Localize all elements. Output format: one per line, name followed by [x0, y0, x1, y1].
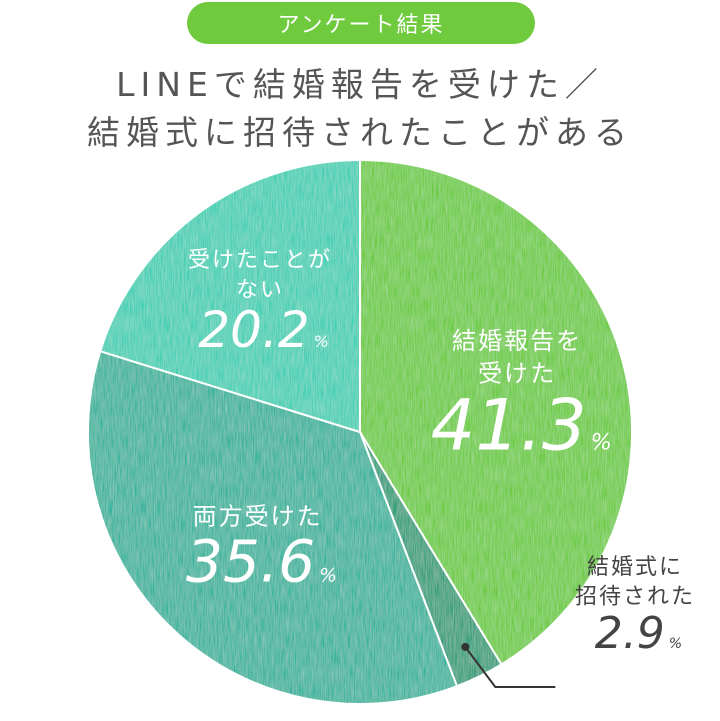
slice-unit-2: % — [319, 566, 337, 587]
pie-slice-3 — [99, 158, 361, 434]
slice-label-3-line-0: 受けたことが — [188, 248, 332, 273]
slice-label-2-line-0: 両方受けた — [193, 502, 323, 530]
slice-label-1-line-1: 招待された — [575, 585, 695, 610]
callout-leader-line — [464, 646, 556, 688]
slice-label-1-line-0: 結婚式に — [587, 555, 683, 580]
slice-value-3: 20.2 — [198, 301, 309, 359]
pie-slice-0 — [359, 158, 633, 666]
slice-value-2: 35.6 — [186, 528, 315, 596]
slice-unit-0: % — [591, 430, 612, 456]
slice-unit-1: % — [669, 636, 682, 652]
slice-label-0-line-1: 受けた — [478, 359, 556, 387]
survey-results-badge: アンケート結果 — [187, 2, 535, 44]
chart-title-line-2: 結婚式に招待されたことがある — [87, 113, 633, 152]
slice-value-0: 41.3 — [431, 385, 587, 467]
chart-title-line-1: LINEで結婚報告を受けた／ — [116, 65, 604, 104]
slice-label-0-line-0: 結婚報告を — [452, 327, 582, 355]
pie-slice-2 — [87, 349, 459, 705]
slice-label-3-line-1: ない — [236, 278, 284, 303]
slice-unit-3: % — [314, 332, 329, 351]
slice-value-1: 2.9 — [595, 608, 665, 659]
